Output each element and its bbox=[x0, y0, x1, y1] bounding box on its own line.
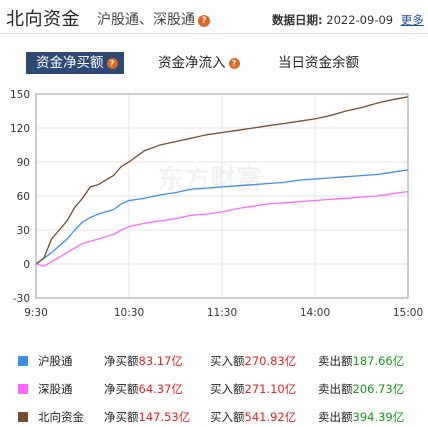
buy-value: 270.83亿 bbox=[244, 354, 297, 368]
legend-buy: 买入额271.10亿 bbox=[210, 381, 296, 397]
x-tick-label: 14:00 bbox=[300, 307, 330, 319]
legend-net: 净买额64.37亿 bbox=[104, 381, 183, 397]
buy-value: 541.92亿 bbox=[244, 410, 297, 424]
subtitle-text: 沪股通、深股通 bbox=[97, 12, 195, 28]
tab-daily-balance[interactable]: 当日资金余额 bbox=[278, 52, 359, 74]
legend-swatch bbox=[18, 356, 28, 366]
sell-value: 394.39亿 bbox=[352, 410, 405, 424]
x-tick-label: 9:30 bbox=[24, 307, 48, 319]
tab-net-buy[interactable]: 资金净买额? bbox=[26, 52, 124, 74]
chart-series bbox=[35, 96, 409, 267]
y-tick-label: 120 bbox=[10, 123, 30, 135]
watermark: 东方财富 bbox=[158, 164, 262, 195]
x-tick-label: 10:30 bbox=[114, 307, 144, 319]
more-link[interactable]: 更多 bbox=[400, 13, 424, 27]
buy-value: 271.10亿 bbox=[244, 382, 297, 396]
date-value: 2022-09-09 bbox=[326, 13, 394, 27]
legend-buy: 买入额541.92亿 bbox=[210, 409, 296, 425]
legend-name: 北向资金 bbox=[38, 410, 84, 424]
x-tick-label: 15:00 bbox=[393, 307, 423, 319]
net-value: 147.53亿 bbox=[138, 410, 191, 424]
y-tick-label: 30 bbox=[17, 225, 30, 237]
legend-net: 净买额147.53亿 bbox=[104, 409, 190, 425]
tab-net-inflow[interactable]: 资金净流入? bbox=[158, 52, 240, 74]
y-tick-label: 150 bbox=[10, 89, 30, 101]
buy-label: 买入额 bbox=[210, 354, 245, 368]
legend-buy: 买入额270.83亿 bbox=[210, 353, 296, 369]
chart-axes: -30 0 30 60 90 120 150 9:30 10:30 11:30 14:00 15:00 bbox=[10, 89, 423, 319]
net-value: 83.17亿 bbox=[138, 354, 183, 368]
help-icon[interactable]: ? bbox=[198, 15, 210, 27]
page-subtitle: 沪股通、深股通? bbox=[97, 9, 210, 29]
data-date: 数据日期: 2022-09-09 更多 bbox=[272, 12, 424, 28]
sell-label: 卖出额 bbox=[318, 354, 353, 368]
page-title: 北向资金 bbox=[6, 9, 80, 30]
series-line bbox=[35, 169, 409, 265]
sell-value: 206.73亿 bbox=[352, 382, 405, 396]
legend-name: 沪股通 bbox=[38, 354, 73, 368]
net-value: 64.37亿 bbox=[138, 382, 183, 396]
net-label: 净买额 bbox=[104, 382, 139, 396]
plot-frame bbox=[35, 93, 409, 299]
y-tick-label: -30 bbox=[13, 293, 30, 305]
net-buy-chart: 东方财富 -30 0 30 60 90 120 150 9:30 10:30 11:30 14:00… bbox=[10, 89, 423, 319]
net-label: 净买额 bbox=[104, 354, 139, 368]
sell-label: 卖出额 bbox=[318, 382, 353, 396]
legend-swatch bbox=[18, 384, 28, 394]
x-tick-label: 11:30 bbox=[207, 307, 237, 319]
legend-row-sz: 深股通 净买额64.37亿 买入额271.10亿 卖出额206.73亿 bbox=[0, 376, 428, 402]
legend-row-sh: 沪股通 净买额83.17亿 买入额270.83亿 卖出额187.66亿 bbox=[0, 348, 428, 374]
net-label: 净买额 bbox=[104, 410, 139, 424]
y-tick-label: 60 bbox=[17, 191, 30, 203]
legend-row-north: 北向资金 净买额147.53亿 买入额541.92亿 卖出额394.39亿 bbox=[0, 404, 428, 427]
sell-value: 187.66亿 bbox=[352, 354, 405, 368]
legend-sell: 卖出额187.66亿 bbox=[318, 353, 404, 369]
sell-label: 卖出额 bbox=[318, 410, 353, 424]
help-icon[interactable]: ? bbox=[228, 58, 240, 69]
series-line bbox=[35, 190, 409, 267]
tab-net-buy-label: 资金净买额 bbox=[36, 55, 104, 71]
series-line bbox=[35, 96, 409, 265]
tab-bar: 资金净买额? 资金净流入? 当日资金余额 bbox=[0, 52, 428, 74]
buy-label: 买入额 bbox=[210, 410, 245, 424]
legend-net: 净买额83.17亿 bbox=[104, 353, 183, 369]
buy-label: 买入额 bbox=[210, 382, 245, 396]
legend-swatch bbox=[18, 412, 28, 422]
header: 北向资金 沪股通、深股通? 数据日期: 2022-09-09 更多 bbox=[0, 0, 428, 34]
date-label: 数据日期: bbox=[272, 13, 323, 27]
tab-daily-balance-label: 当日资金余额 bbox=[278, 55, 359, 71]
tab-net-inflow-label: 资金净流入 bbox=[158, 55, 226, 71]
legend-sell: 卖出额206.73亿 bbox=[318, 381, 404, 397]
legend-sell: 卖出额394.39亿 bbox=[318, 409, 404, 425]
legend-name: 深股通 bbox=[38, 382, 73, 396]
chart-grid bbox=[35, 93, 409, 299]
y-tick-label: 90 bbox=[17, 157, 30, 169]
y-tick-label: 0 bbox=[23, 259, 30, 271]
help-icon[interactable]: ? bbox=[106, 58, 118, 69]
